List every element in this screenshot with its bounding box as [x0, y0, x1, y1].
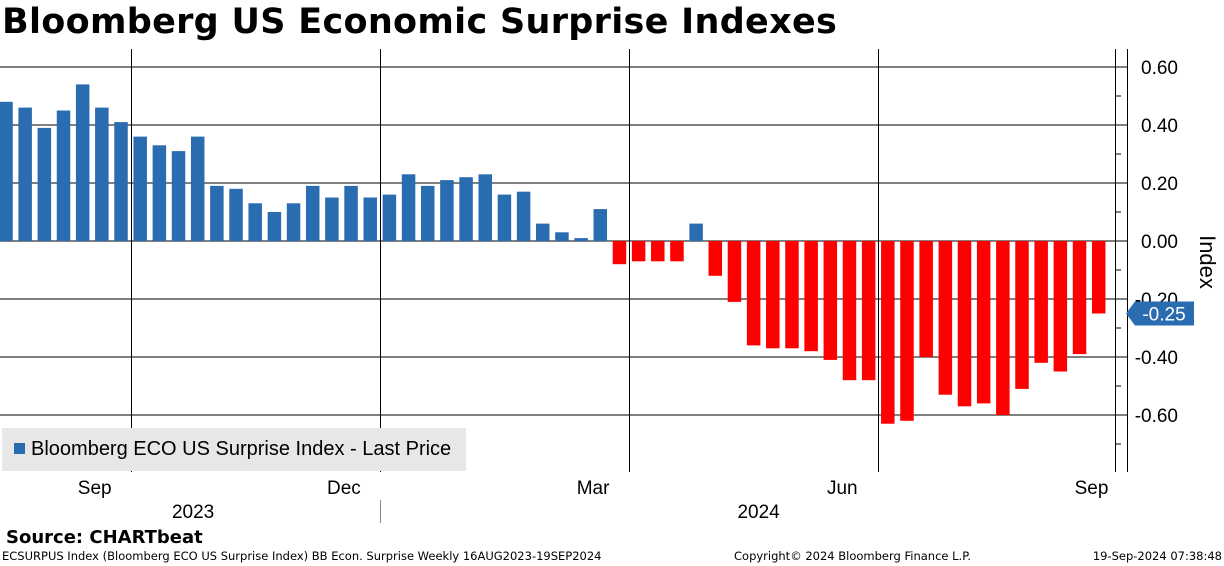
footer-copyright: Copyright© 2024 Bloomberg Finance L.P. — [734, 549, 971, 563]
legend: Bloomberg ECO US Surprise Index - Last P… — [2, 428, 466, 471]
bar — [325, 197, 339, 241]
bar — [95, 107, 109, 241]
bar — [612, 241, 627, 265]
bar — [900, 241, 914, 421]
legend-swatch — [14, 443, 25, 454]
bar — [344, 185, 358, 241]
bars-layer — [0, 84, 1106, 424]
x-tick-label: Sep — [1075, 478, 1109, 499]
bar — [574, 238, 588, 241]
axis-layer: 0.600.400.200.00-0.20-0.40-0.60Index-0.2… — [78, 49, 1220, 523]
bar — [861, 241, 876, 381]
bar — [651, 241, 665, 262]
bar — [1015, 241, 1029, 389]
bar — [363, 197, 377, 241]
bar — [785, 241, 799, 349]
x-tick-label: Jun — [827, 478, 858, 499]
chart-title: Bloomberg US Economic Surprise Indexes — [2, 2, 838, 42]
bar — [382, 194, 397, 241]
bar — [420, 185, 435, 241]
bar — [56, 110, 71, 241]
last-value-tag — [1126, 301, 1194, 326]
bar — [727, 241, 742, 302]
bar — [823, 241, 838, 360]
bar — [689, 223, 703, 241]
bar — [919, 241, 933, 357]
bar — [804, 241, 818, 352]
y-tick-label: 0.00 — [1141, 232, 1178, 253]
bar — [459, 177, 473, 241]
bar — [670, 241, 684, 262]
x-tick-label: Mar — [577, 478, 610, 499]
bar — [248, 203, 262, 241]
bar — [478, 174, 492, 241]
bar — [593, 209, 608, 241]
bar — [976, 241, 991, 404]
bar — [1034, 241, 1048, 363]
bar — [286, 203, 301, 241]
bar — [114, 122, 128, 241]
y-tick-label: 0.60 — [1141, 58, 1178, 79]
bar — [171, 151, 186, 241]
bar — [938, 241, 953, 395]
bar — [1072, 241, 1087, 355]
footer-timestamp: 19-Sep-2024 07:38:48 — [1092, 549, 1222, 563]
bar — [152, 145, 167, 241]
bar — [766, 241, 780, 349]
year-label: 2023 — [172, 502, 214, 523]
x-tick-label: Sep — [78, 478, 112, 499]
bar — [996, 241, 1010, 415]
bar — [555, 232, 569, 241]
y-tick-label: 0.20 — [1141, 174, 1178, 195]
bar — [229, 188, 243, 241]
y-axis-title: Index — [1195, 235, 1220, 289]
bar — [210, 185, 224, 241]
source-note: Source: CHARTbeat — [6, 527, 203, 548]
x-tick-label: Dec — [327, 478, 361, 499]
bar — [401, 174, 416, 241]
bar — [881, 241, 895, 424]
bar — [75, 84, 90, 242]
bar — [631, 241, 646, 262]
bar — [497, 194, 512, 241]
bar — [516, 191, 531, 241]
year-label: 2024 — [737, 502, 780, 523]
bar — [842, 241, 857, 381]
y-tick-label: -0.60 — [1135, 406, 1178, 427]
bar — [1091, 241, 1106, 314]
bar — [957, 241, 972, 407]
legend-label: Bloomberg ECO US Surprise Index - Last P… — [31, 438, 452, 460]
bar — [37, 127, 52, 241]
bar — [536, 223, 550, 241]
bar — [1053, 241, 1068, 372]
bar — [133, 136, 147, 241]
y-tick-label: -0.40 — [1135, 348, 1178, 369]
bar — [0, 101, 13, 241]
bar — [708, 241, 723, 276]
y-tick-label: 0.40 — [1141, 116, 1178, 137]
footer-ticker-info: ECSURPUS Index (Bloomberg ECO US Surpris… — [2, 549, 602, 563]
bar — [18, 107, 32, 241]
bar — [440, 180, 454, 241]
bar — [305, 185, 320, 241]
grid-layer — [0, 49, 1128, 472]
last-value-label: -0.25 — [1142, 305, 1185, 326]
bar — [746, 241, 761, 346]
bar — [190, 136, 205, 241]
bar — [267, 212, 282, 241]
